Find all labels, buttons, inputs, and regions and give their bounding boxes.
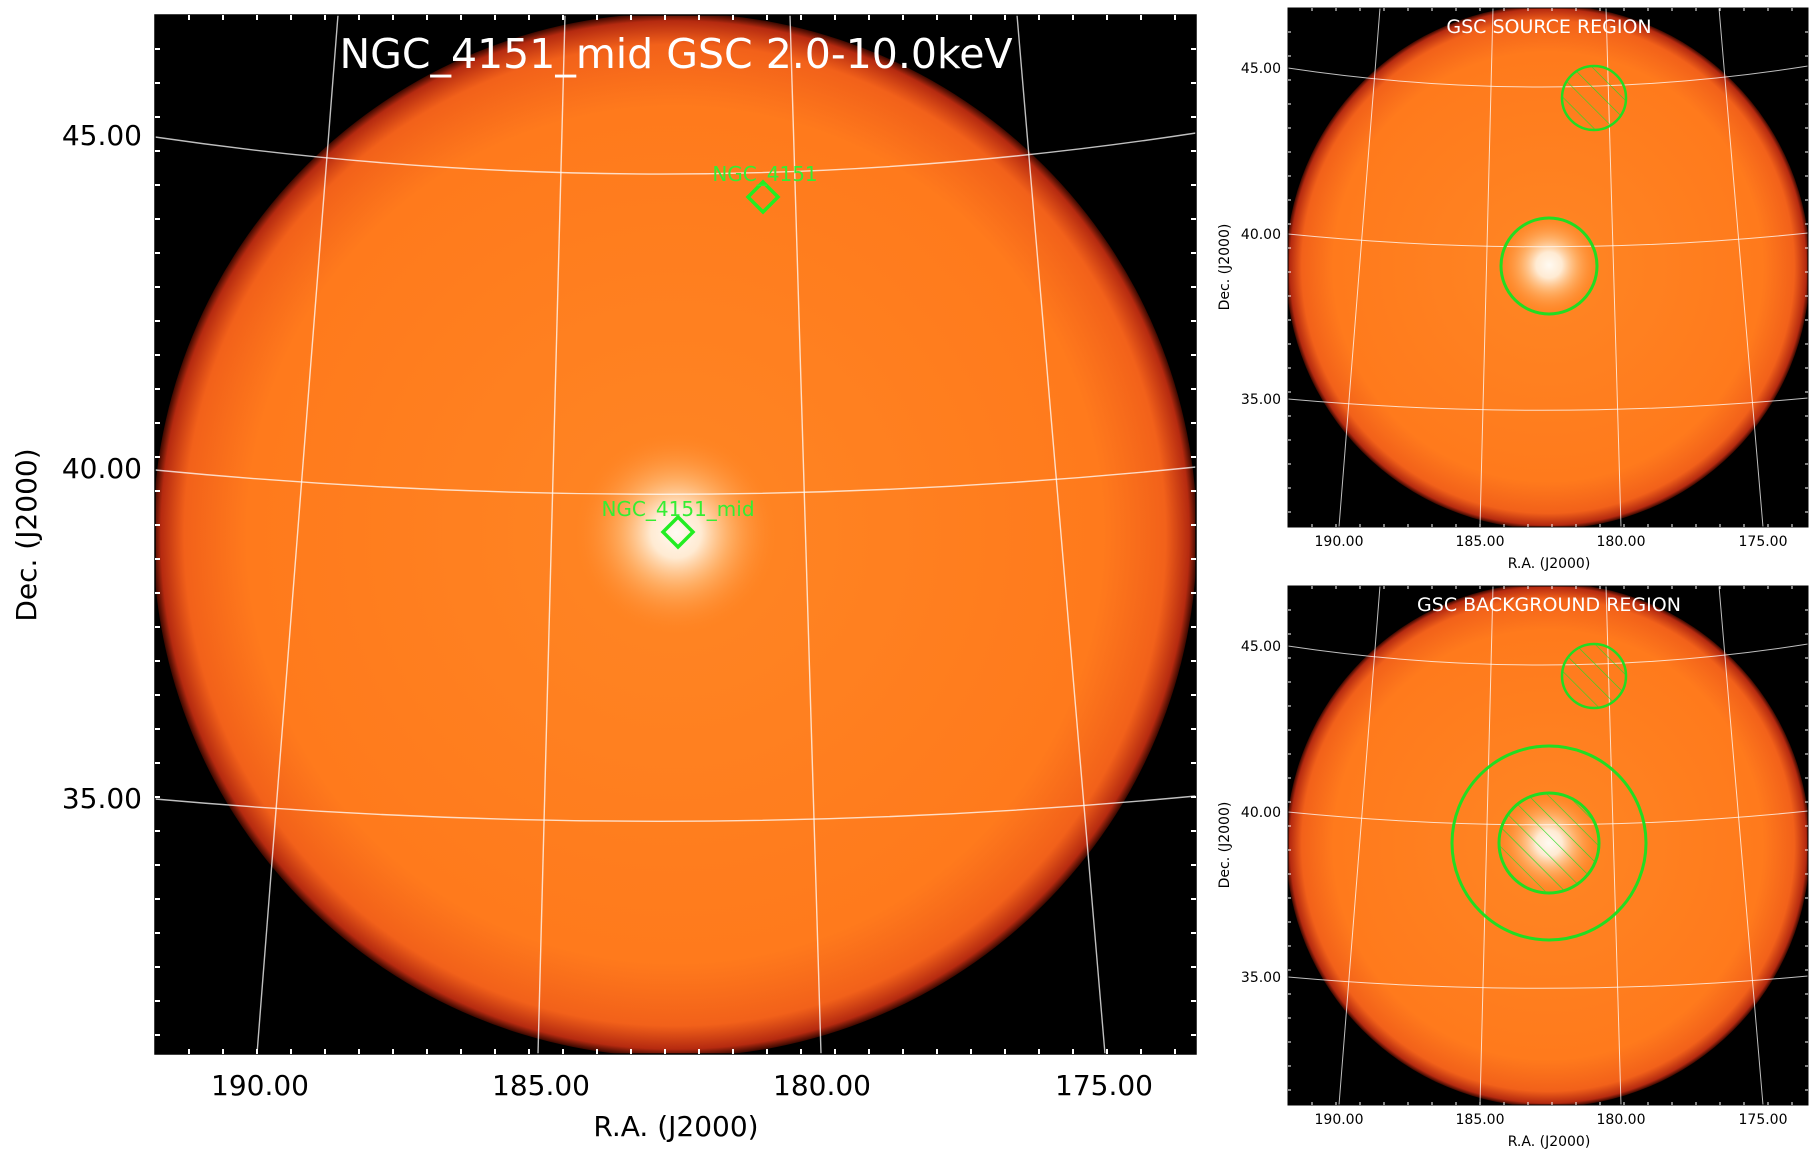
marker-ngc4151-mid-label: NGC_4151_mid (601, 497, 754, 521)
main-source-glow (576, 433, 776, 633)
source-frame (1287, 7, 1809, 528)
main-grid-ra-180 (789, 15, 822, 1054)
background-frame-ticks (1288, 586, 1808, 1105)
source-grid-dec-45 (1288, 65, 1808, 88)
source-panel-title: GSC SOURCE REGION (1446, 16, 1651, 38)
main-x-tick-190: 190.00 (211, 1069, 309, 1102)
background-exclusion-region-source[interactable] (1497, 791, 1601, 895)
source-x-tick-180: 180.00 (1597, 534, 1646, 550)
source-frame-ticks (1288, 8, 1808, 527)
main-y-axis-label: Dec. (J2000) (10, 448, 43, 621)
background-panel-title: GSC BACKGROUND REGION (1417, 594, 1681, 616)
marker-ngc4151[interactable] (745, 179, 781, 215)
source-y-axis-label: Dec. (J2000) (1217, 224, 1233, 311)
background-x-axis-label: R.A. (J2000) (1508, 1134, 1591, 1150)
main-grid-dec-40 (155, 466, 1196, 495)
main-y-tick-40: 40.00 (62, 452, 142, 485)
background-x-tick-185: 185.00 (1456, 1112, 1505, 1128)
background-grid-ra-190 (1338, 586, 1381, 1105)
main-x-tick-185: 185.00 (492, 1069, 590, 1102)
main-grid-dec-35 (155, 795, 1196, 822)
source-x-tick-190: 190.00 (1315, 534, 1364, 550)
source-x-axis-label: R.A. (J2000) (1508, 556, 1591, 572)
source-grid-dec-35 (1288, 397, 1808, 411)
main-frame-ticks (155, 15, 1196, 1054)
source-exclusion-region[interactable] (1560, 64, 1628, 132)
main-y-tick-45: 45.00 (62, 119, 142, 152)
background-x-tick-180: 180.00 (1597, 1112, 1646, 1128)
background-grid-ra-175 (1718, 586, 1764, 1105)
background-y-axis-label: Dec. (J2000) (1217, 802, 1233, 889)
main-grid-ra-175 (1016, 15, 1106, 1054)
source-x-tick-175: 175.00 (1739, 534, 1788, 550)
source-glow (1497, 213, 1601, 317)
source-y-tick-40: 40.00 (1241, 227, 1281, 243)
source-region-panel: GSC SOURCE REGION 190.00 185.00 180.00 1… (1217, 7, 1809, 572)
background-grid-dec-35 (1288, 975, 1808, 989)
background-y-tick-45: 45.00 (1241, 639, 1281, 655)
background-region-panel: GSC BACKGROUND REGION 190.00 185.00 180.… (1217, 585, 1809, 1150)
source-grid-ra-175 (1718, 8, 1764, 527)
source-grid-ra-185 (1479, 8, 1494, 527)
main-y-tick-35: 35.00 (62, 782, 142, 815)
main-x-axis-label: R.A. (J2000) (593, 1110, 758, 1143)
source-y-tick-45: 45.00 (1241, 61, 1281, 77)
source-x-tick-185: 185.00 (1456, 534, 1505, 550)
main-title: NGC_4151_mid GSC 2.0-10.0keV (339, 30, 1012, 78)
main-grid-ra-190 (256, 15, 339, 1054)
background-x-tick-190: 190.00 (1315, 1112, 1364, 1128)
background-annulus-outer[interactable] (1450, 744, 1648, 942)
marker-ngc4151-label: NGC_4151 (712, 162, 817, 186)
background-exclusion-region-north[interactable] (1560, 642, 1628, 710)
background-grid-ra-185 (1479, 586, 1494, 1105)
main-grid-dec-45 (155, 132, 1196, 175)
main-frame (154, 14, 1197, 1055)
background-y-tick-35: 35.00 (1241, 970, 1281, 986)
marker-ngc4151-mid[interactable] (660, 514, 696, 550)
source-y-tick-35: 35.00 (1241, 392, 1281, 408)
main-grid-ra-185 (537, 15, 566, 1054)
background-grid-dec-45 (1288, 643, 1808, 666)
background-x-tick-175: 175.00 (1739, 1112, 1788, 1128)
main-x-tick-180: 180.00 (773, 1069, 871, 1102)
main-x-tick-175: 175.00 (1055, 1069, 1153, 1102)
background-y-tick-40: 40.00 (1241, 805, 1281, 821)
main-image-panel: NGC_4151 NGC_4151_mid NGC_4151_mid GSC 2… (10, 14, 1197, 1143)
background-frame (1287, 585, 1809, 1106)
source-region-circle[interactable] (1499, 216, 1599, 316)
source-grid-dec-40 (1288, 232, 1808, 248)
source-grid-ra-190 (1338, 8, 1381, 527)
